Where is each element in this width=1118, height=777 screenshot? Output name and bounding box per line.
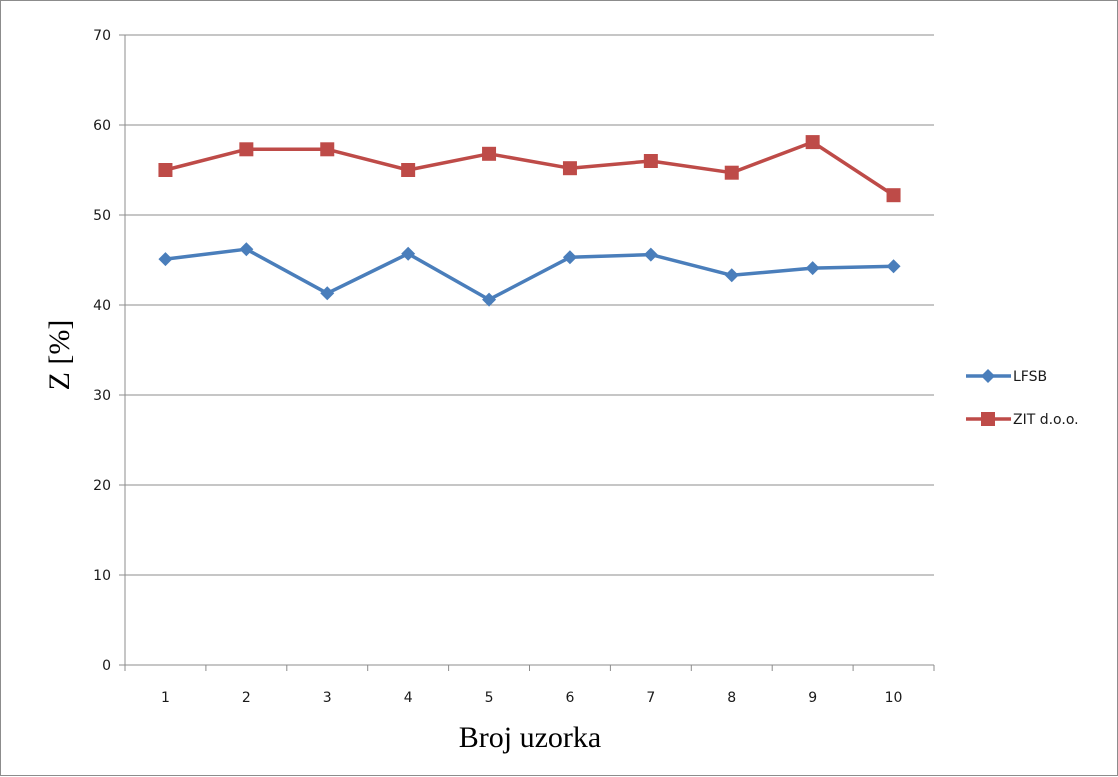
legend-marker [981,412,995,426]
y-axis-title: Z [%] [43,320,76,391]
x-tick-label: 3 [323,690,332,706]
data-point [158,163,173,177]
legend-item: ZIT d.o.o. [966,412,1079,428]
series-lines [158,135,901,307]
data-point [158,252,173,267]
data-point [239,142,254,157]
data-point [239,242,254,257]
x-tick-label: 5 [485,690,494,706]
y-tick-label: 10 [93,568,111,584]
data-point [320,142,335,157]
data-point [724,268,739,283]
legend: LFSB ZIT d.o.o. [966,369,1079,428]
x-tick-label: 8 [727,690,736,706]
data-point [886,188,901,203]
series-line [165,247,894,302]
series-line [165,140,895,197]
legend-label: LFSB [1013,369,1047,385]
data-point [643,154,658,168]
y-tick-label: 40 [93,298,111,314]
x-tick-labels: 1 2 3 4 5 6 7 8 9 10 [161,690,902,706]
y-tick-label: 0 [102,658,111,674]
legend-label: ZIT d.o.o. [1013,412,1079,428]
data-point [482,292,497,307]
y-tick-label: 50 [93,208,111,224]
gridlines [125,34,934,576]
x-axis-title: Broj uzorka [459,721,601,754]
data-point [562,250,577,265]
data-point [320,286,335,301]
data-point [401,246,416,261]
x-tick-label: 10 [885,690,903,706]
data-point [482,146,497,161]
data-point [401,163,416,177]
x-tick-label: 6 [565,690,574,706]
data-point [562,161,577,176]
x-tick-label: 2 [242,690,251,706]
legend-marker [981,369,995,383]
y-tick-label: 20 [93,478,111,494]
x-tick-label: 1 [161,690,170,706]
axes [119,34,935,671]
data-point [805,135,820,150]
series-2 [158,135,901,203]
x-tick-label: 4 [404,690,413,706]
series-1 [158,242,901,307]
data-point [724,165,739,180]
legend-item: LFSB [966,369,1047,385]
data-point [886,259,901,274]
y-tick-label: 60 [93,118,111,134]
y-tick-label: 30 [93,388,111,404]
y-tick-labels: 0 10 20 30 40 50 60 70 [93,28,111,674]
x-tick-label: 9 [808,690,817,706]
y-tick-label: 70 [93,28,111,44]
data-point [643,247,658,262]
data-point [805,261,820,276]
x-tick-label: 7 [646,690,655,706]
